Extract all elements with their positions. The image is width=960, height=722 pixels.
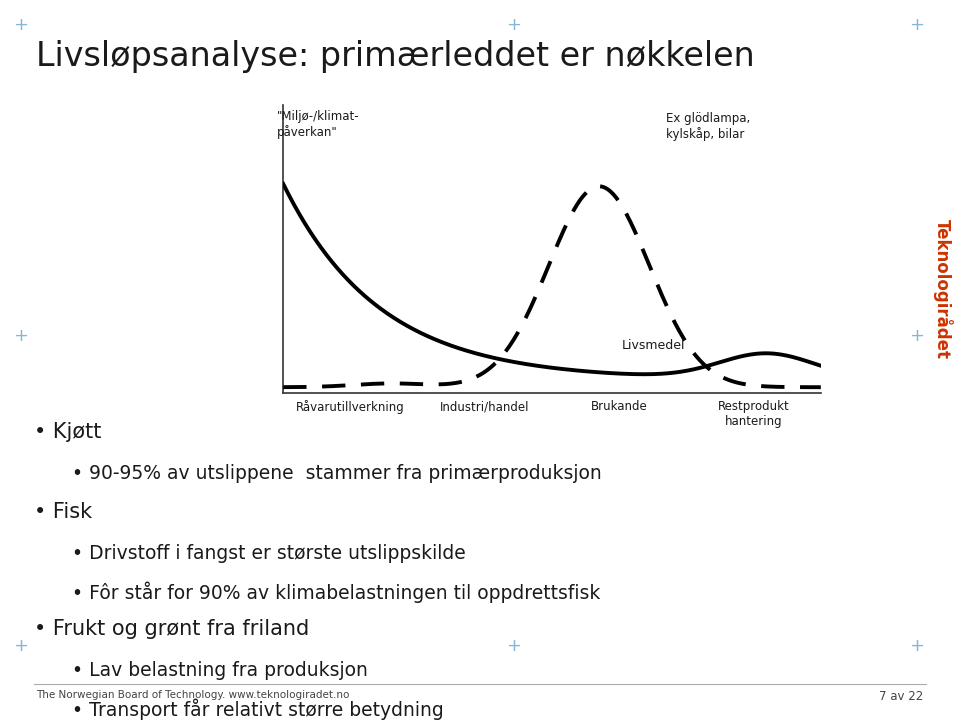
Text: Livsmedel: Livsmedel <box>622 339 685 352</box>
Text: • Lav belastning fra produksjon: • Lav belastning fra produksjon <box>72 661 368 679</box>
Text: 7 av 22: 7 av 22 <box>879 690 924 703</box>
Text: • 90-95% av utslippene  stammer fra primærproduksjon: • 90-95% av utslippene stammer fra primæ… <box>72 464 602 483</box>
Text: +: + <box>13 17 29 34</box>
Text: The Norwegian Board of Technology. www.teknologiradet.no: The Norwegian Board of Technology. www.t… <box>36 690 349 700</box>
Text: Ex glödlampa,
kylskåp, bilar: Ex glödlampa, kylskåp, bilar <box>666 112 751 142</box>
Text: +: + <box>13 327 29 344</box>
Text: • Transport får relativt større betydning: • Transport får relativt større betydnin… <box>72 698 444 720</box>
Text: "Miljø-/klimat-
påverkan": "Miljø-/klimat- påverkan" <box>276 110 359 139</box>
Text: +: + <box>506 638 521 655</box>
Text: • Drivstoff i fangst er største utslippskilde: • Drivstoff i fangst er største utslipps… <box>72 544 466 562</box>
Text: Teknologirådet: Teknologirådet <box>933 219 952 359</box>
Text: +: + <box>909 17 924 34</box>
Text: +: + <box>13 638 29 655</box>
Text: +: + <box>506 17 521 34</box>
Text: • Fôr står for 90% av klimabelastningen til oppdrettsfisk: • Fôr står for 90% av klimabelastningen … <box>72 581 600 603</box>
Text: Livsløpsanalyse: primærleddet er nøkkelen: Livsløpsanalyse: primærleddet er nøkkele… <box>36 40 756 73</box>
Text: +: + <box>909 638 924 655</box>
Text: • Frukt og grønt fra friland: • Frukt og grønt fra friland <box>34 619 309 639</box>
Text: • Fisk: • Fisk <box>34 502 92 522</box>
Text: +: + <box>909 327 924 344</box>
Text: • Kjøtt: • Kjøtt <box>34 422 101 443</box>
